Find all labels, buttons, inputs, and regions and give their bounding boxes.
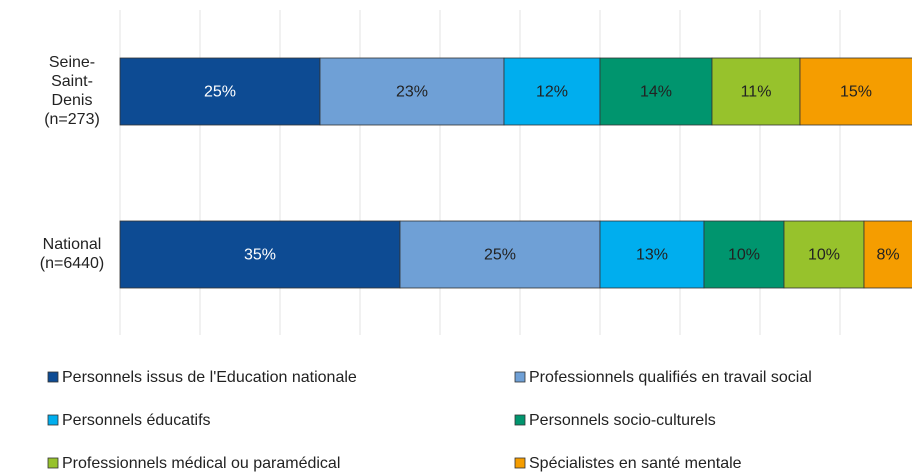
data-label: 35%	[244, 247, 276, 264]
legend-swatch	[514, 414, 526, 426]
legend-swatch	[47, 457, 59, 469]
data-label: 25%	[484, 247, 516, 264]
data-label: 14%	[640, 84, 672, 101]
data-label: 10%	[808, 247, 840, 264]
bar-segment	[399, 220, 601, 289]
bar-segment	[503, 57, 601, 126]
legend-swatch	[514, 371, 526, 383]
bar-segment	[119, 220, 401, 289]
bar-segment	[599, 220, 705, 289]
data-label: 23%	[396, 84, 428, 101]
legend-label: Personnels socio-culturels	[529, 412, 716, 429]
bar-segment	[599, 57, 713, 126]
category-label: Seine-Saint-Denis (n=273)	[44, 54, 100, 128]
data-label: 10%	[728, 247, 760, 264]
legend-swatch	[47, 371, 59, 383]
data-label: 13%	[636, 247, 668, 264]
category-label: National (n=6440)	[40, 236, 105, 272]
bar-segment	[703, 220, 785, 289]
legend-label: Spécialistes en santé mentale	[529, 455, 742, 472]
data-label: 8%	[876, 247, 899, 264]
bar-segment	[799, 57, 912, 126]
legend-label: Professionnels médical ou paramédical	[62, 455, 340, 472]
legend-swatch	[514, 457, 526, 469]
bar-segment	[119, 57, 321, 126]
data-label: 12%	[536, 84, 568, 101]
legend-label: Personnels éducatifs	[62, 412, 211, 429]
data-label: 15%	[840, 84, 872, 101]
legend-label: Personnels issus de l'Education national…	[62, 369, 357, 386]
bar-segment	[711, 57, 801, 126]
data-label: 25%	[204, 84, 236, 101]
bar-segment	[863, 220, 912, 289]
legend-label: Professionnels qualifiés en travail soci…	[529, 369, 812, 386]
legend-swatch	[47, 414, 59, 426]
data-label: 11%	[741, 84, 772, 101]
bar-segment	[783, 220, 865, 289]
bar-segment	[319, 57, 505, 126]
